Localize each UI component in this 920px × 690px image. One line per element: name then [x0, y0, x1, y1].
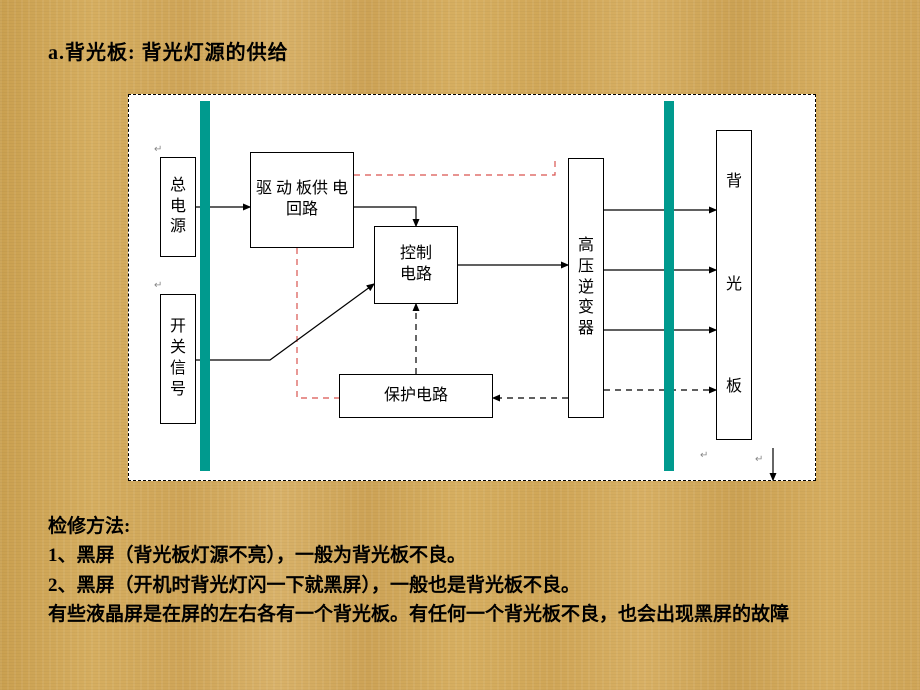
node-switch: 开关信号: [160, 294, 196, 424]
separator-bar-1: [664, 101, 674, 471]
separator-bar-0: [200, 101, 210, 471]
node-driver: 驱 动 板供 电 回路: [250, 152, 354, 248]
return-mark-0: ↵: [154, 144, 162, 155]
node-power: 总电源: [160, 157, 196, 257]
node-inverter: 高压逆变器: [568, 158, 604, 418]
footer-heading: 检修方法:: [48, 512, 878, 541]
node-backlight: 背光板: [716, 130, 752, 440]
node-control: 控制电路: [374, 226, 458, 304]
footer-line-0: 1、黑屏（背光板灯源不亮），一般为背光板不良。: [48, 541, 878, 570]
return-mark-3: ↵: [755, 454, 763, 465]
footer-line-1: 2、黑屏（开机时背光灯闪一下就黑屏），一般也是背光板不良。: [48, 571, 878, 600]
footer-line-2: 有些液晶屏是在屏的左右各有一个背光板。有任何一个背光板不良，也会出现黑屏的故障: [48, 600, 878, 629]
node-protect: 保护电路: [339, 374, 493, 418]
return-mark-2: ↵: [700, 450, 708, 461]
footer-text: 检修方法:1、黑屏（背光板灯源不亮），一般为背光板不良。2、黑屏（开机时背光灯闪…: [48, 512, 878, 630]
return-mark-1: ↵: [154, 280, 162, 291]
